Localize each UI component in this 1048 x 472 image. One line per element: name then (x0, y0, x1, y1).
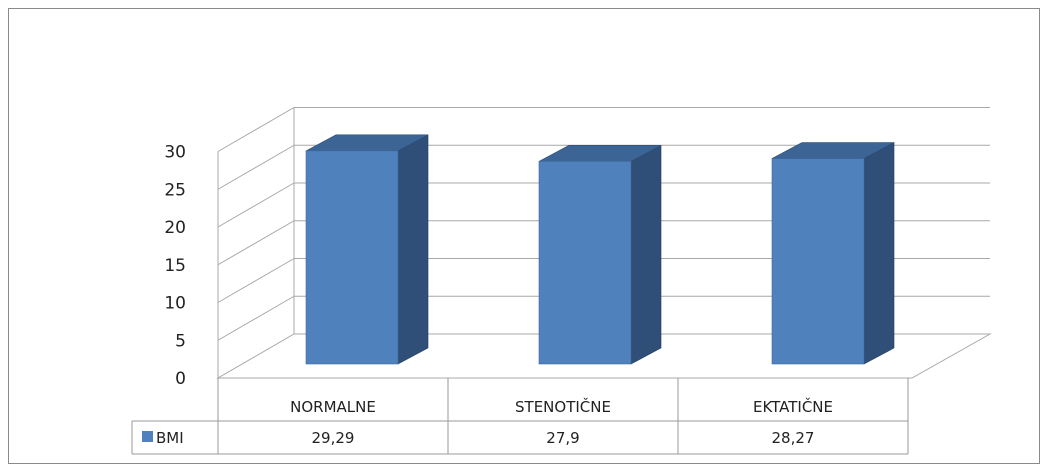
bars (305, 134, 895, 365)
y-tick-label: 25 (164, 180, 186, 200)
gridline-diagonal (217, 107, 295, 152)
y-tick-label: 20 (164, 218, 186, 238)
floor (216, 333, 992, 379)
y-tick-label: 30 (164, 143, 186, 163)
x-category-label: NORMALNE (290, 398, 376, 416)
gridline-diagonal (217, 220, 295, 266)
x-category-label: STENOTIČNE (515, 397, 611, 416)
legend-label: BMI (156, 429, 184, 447)
data-table: NORMALNE 29,29 STENOTIČNE 27,9 EKTATIČNE 28,2… (131, 378, 909, 455)
gridline-diagonal (217, 258, 295, 303)
legend-swatch (142, 431, 153, 442)
data-value-label: 27,9 (546, 429, 579, 447)
bar-side (863, 142, 895, 365)
bar (305, 134, 429, 365)
y-tick-label: 10 (164, 294, 186, 314)
gridline-diagonal (217, 182, 295, 228)
y-axis-ticks: 0 5 10 15 20 25 30 (164, 143, 186, 390)
data-value-label: 28,27 (772, 429, 815, 447)
bar-side (397, 134, 429, 365)
bar-front (771, 158, 865, 365)
bar-front (305, 150, 399, 365)
x-category-label: EKTATIČNE (753, 397, 833, 416)
bar (538, 144, 662, 365)
gridline-diagonal (217, 144, 295, 190)
gridline-diagonal (217, 295, 295, 341)
bar (771, 142, 895, 365)
y-tick-label: 5 (175, 331, 186, 351)
data-value-label: 29,29 (312, 429, 355, 447)
bar-front (538, 161, 632, 365)
y-tick-label: 0 (175, 369, 186, 389)
y-tick-label: 15 (164, 256, 186, 276)
bar-side (630, 144, 662, 365)
